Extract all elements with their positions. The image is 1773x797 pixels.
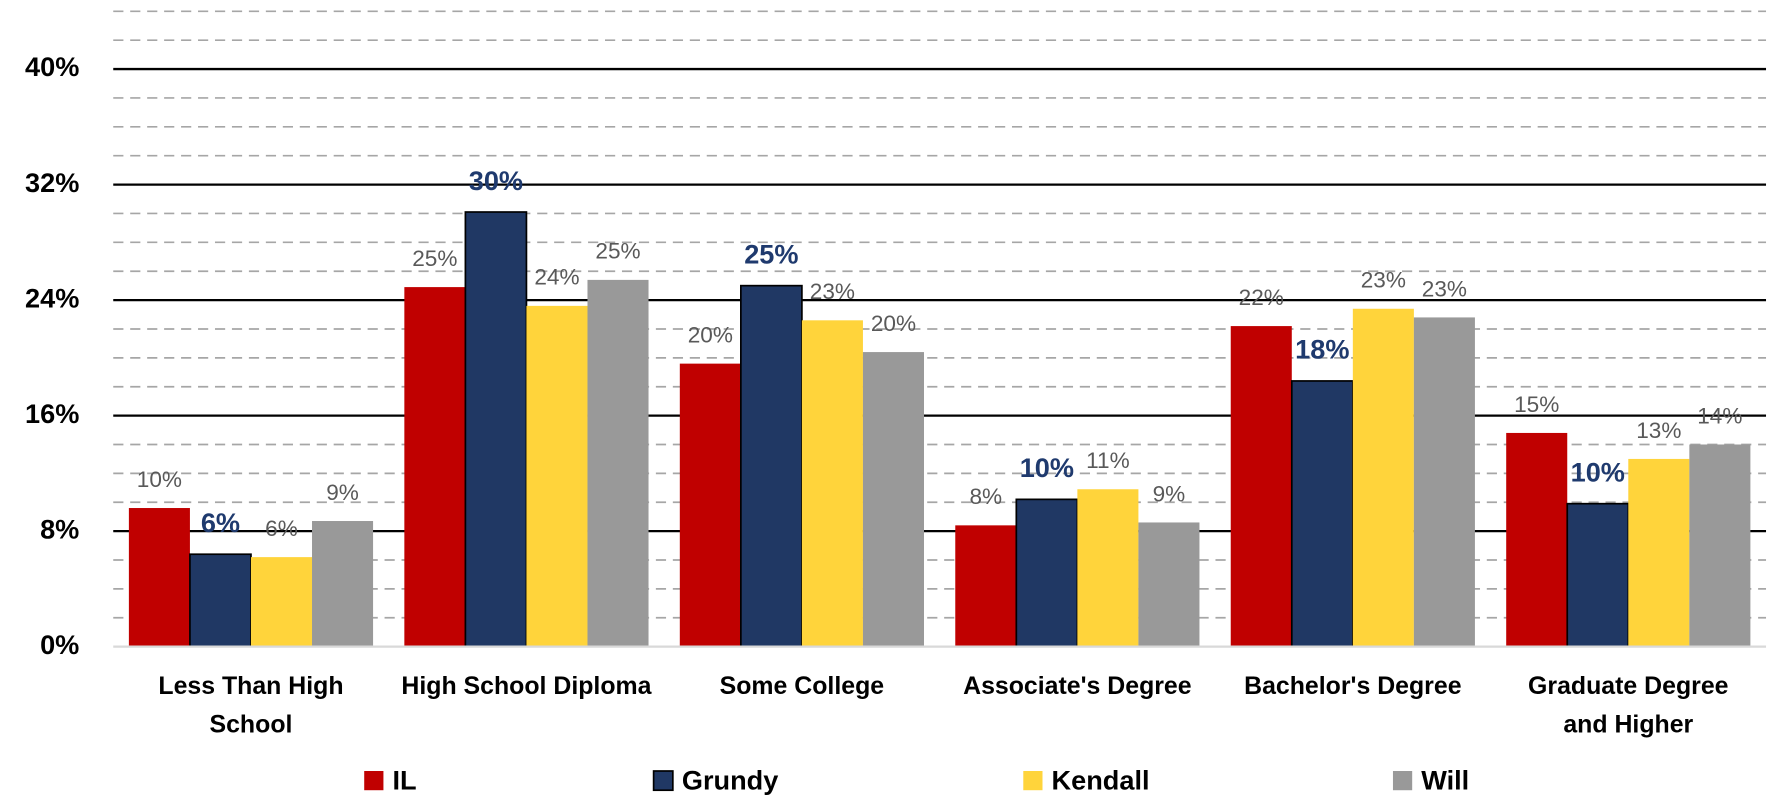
legend-label: Grundy [682, 764, 778, 795]
bar [1352, 308, 1414, 647]
bar [1689, 444, 1751, 647]
data-label: 24% [534, 265, 579, 290]
data-label: 6% [201, 507, 240, 538]
data-label: 25% [412, 246, 457, 271]
bar [250, 557, 313, 647]
bar [1290, 380, 1354, 648]
x-tick-label: Some College [719, 671, 885, 700]
bar [128, 508, 190, 647]
y-tick-label: 40% [25, 51, 79, 82]
data-label: 14% [1697, 403, 1742, 428]
x-tick-label-box: Bachelor's Degree [1244, 671, 1462, 700]
y-tick-label: 32% [25, 167, 79, 198]
legend-swatch [1392, 770, 1413, 791]
bar [862, 352, 924, 647]
legend-swatch [652, 770, 674, 792]
legend-label: IL [392, 764, 416, 795]
bar [955, 525, 1017, 647]
bar [1566, 502, 1630, 648]
data-label: 9% [1153, 481, 1186, 506]
bar [679, 363, 741, 647]
data-label: 6% [265, 516, 298, 541]
bar [1138, 522, 1200, 647]
x-tick-label-box: Less Than High School [158, 671, 344, 739]
data-label: 15% [1514, 392, 1559, 417]
data-label: 10% [137, 467, 182, 492]
x-tick-label-box: Some College [719, 671, 885, 700]
data-label: 23% [1361, 268, 1406, 293]
bar [1413, 317, 1475, 647]
data-label: 22% [1239, 285, 1284, 310]
x-tick-label: Associate's Degree [963, 671, 1192, 700]
bar [404, 287, 466, 647]
x-tick-label: Graduate Degree and Higher [1528, 671, 1729, 739]
x-tick-label-box: High School Diploma [401, 671, 652, 700]
x-tick-label-box: Associate's Degree [963, 671, 1192, 700]
data-label: 13% [1636, 418, 1681, 443]
bar [189, 553, 252, 648]
y-tick-label: 16% [25, 398, 79, 429]
data-label: 10% [1571, 456, 1625, 487]
bar [1506, 432, 1568, 647]
data-label: 25% [595, 239, 640, 264]
data-label: 10% [1020, 452, 1074, 483]
bar [740, 284, 803, 648]
legend-swatch [364, 770, 384, 791]
data-label: 9% [326, 480, 359, 505]
y-tick-label: 8% [40, 513, 79, 544]
bar [1077, 489, 1139, 647]
x-tick-label: Bachelor's Degree [1244, 671, 1462, 700]
bar [587, 279, 649, 647]
legend-label: Kendall [1052, 764, 1150, 795]
y-tick-label: 0% [40, 629, 79, 660]
data-label: 8% [969, 484, 1002, 509]
data-label: 20% [871, 311, 916, 336]
x-tick-label: High School Diploma [401, 671, 652, 700]
bar [1015, 498, 1079, 648]
bar [1628, 458, 1690, 647]
data-label: 20% [688, 322, 733, 347]
bar [464, 211, 528, 648]
data-label: 23% [810, 279, 855, 304]
y-tick-label: 24% [25, 282, 79, 313]
bar [1230, 326, 1292, 647]
x-tick-label: Less Than High School [158, 671, 344, 739]
bar [801, 320, 863, 647]
data-label: 18% [1295, 334, 1349, 365]
legend-swatch [1023, 770, 1043, 791]
bar [312, 521, 374, 647]
data-label: 11% [1086, 448, 1130, 473]
x-tick-label-box: Graduate Degree and Higher [1528, 671, 1729, 739]
legend-label: Will [1421, 764, 1469, 795]
data-label: 30% [469, 165, 523, 196]
bar [526, 305, 588, 647]
data-label: 23% [1422, 276, 1467, 301]
data-label: 25% [744, 238, 798, 269]
